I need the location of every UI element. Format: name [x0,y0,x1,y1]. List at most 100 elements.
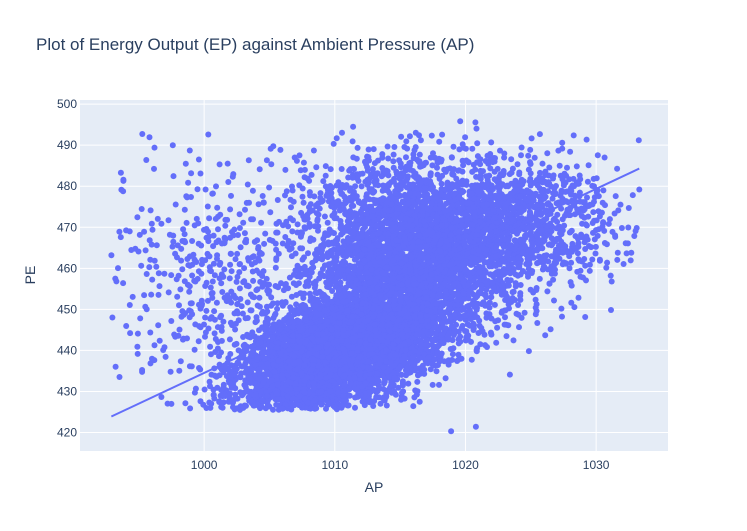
data-point [219,289,226,295]
data-point [625,224,632,231]
data-point [493,339,500,346]
data-point [156,283,163,290]
data-point [567,279,574,286]
data-point [255,201,262,208]
data-point [516,324,522,331]
data-point [269,237,276,244]
data-point [161,270,168,277]
data-point [165,217,172,224]
data-point [242,206,248,213]
data-point [168,318,175,324]
data-point [483,314,490,321]
data-point [273,401,280,408]
data-point [146,264,153,271]
data-point [182,400,189,407]
data-point [260,199,267,206]
data-point [518,152,524,159]
data-point [237,296,244,302]
data-point [601,154,608,161]
data-point [330,140,337,147]
data-point [594,152,601,159]
data-point [170,173,177,180]
data-point [333,135,340,142]
data-point [151,257,158,264]
data-point [503,333,510,340]
data-point [279,240,286,247]
data-point [591,236,598,243]
data-point [605,220,612,227]
data-point [203,279,210,286]
data-point [290,217,296,224]
data-point [615,207,622,214]
data-point [188,363,195,370]
data-point [137,315,144,322]
data-point [202,314,209,321]
data-point [176,326,183,333]
data-point [234,273,241,280]
data-point [183,219,190,226]
data-point [521,309,528,316]
data-point [628,249,635,256]
data-point [539,160,546,167]
data-point [262,230,269,237]
data-point [488,294,495,301]
data-point [226,275,233,282]
data-point [142,303,149,310]
data-point [158,394,165,400]
data-point [141,228,148,235]
data-point [607,272,614,279]
data-point [213,183,219,190]
data-point [228,192,234,199]
data-point [234,250,241,257]
data-point [127,330,134,337]
data-point [365,146,372,153]
data-point [286,246,293,253]
data-point [312,289,319,296]
data-point [614,256,621,263]
data-point [282,234,289,240]
data-point [168,272,175,279]
data-point [417,137,424,144]
data-point [608,307,614,313]
data-point [138,262,145,269]
data-point [258,272,265,279]
y-tick-label: 450 [57,302,77,316]
y-tick-label: 500 [57,97,77,111]
data-point [546,280,553,287]
data-point [289,183,295,190]
y-tick-label: 490 [57,138,77,152]
data-point [215,226,221,233]
data-point [209,278,216,285]
data-point [442,375,449,382]
data-point [604,259,611,266]
data-point [584,178,591,185]
data-point [322,172,329,179]
data-point [248,216,255,223]
data-point [158,220,165,227]
data-point [195,268,202,275]
data-point [148,291,155,298]
data-point [258,219,265,226]
data-point [308,171,315,178]
data-point [236,269,243,276]
data-point [147,329,154,336]
data-point [438,350,445,357]
data-point [584,194,590,201]
data-point [456,146,463,153]
data-point [527,170,534,177]
data-point [325,241,332,248]
data-point [546,164,553,171]
data-point [467,316,474,322]
data-point [614,165,621,172]
data-point [627,257,634,264]
y-tick-label: 480 [57,179,77,193]
data-point [534,260,541,267]
data-point [186,262,193,269]
data-point [299,185,306,192]
data-point [471,311,478,318]
data-point [406,133,413,140]
data-point [178,245,185,252]
data-point [531,154,538,161]
data-point [566,265,573,272]
data-point [354,144,361,151]
